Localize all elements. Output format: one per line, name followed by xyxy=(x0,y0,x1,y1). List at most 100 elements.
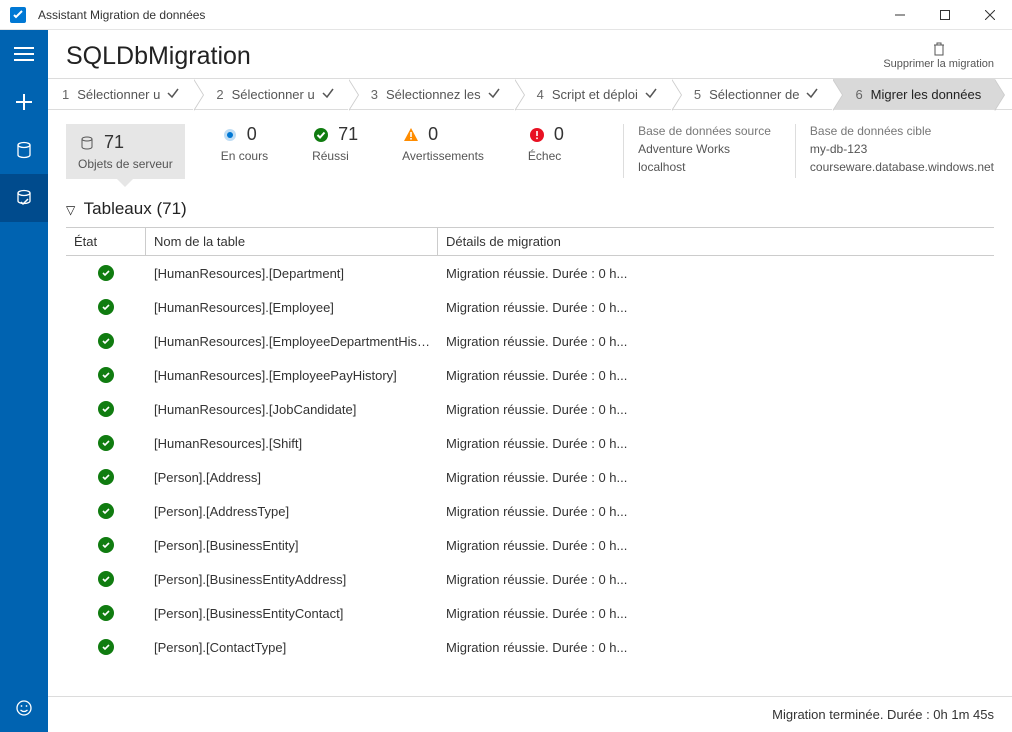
row-migration-detail: Migration réussie. Durée : 0 h... xyxy=(438,402,994,417)
sidebar-migration-button[interactable] xyxy=(0,174,48,222)
table-body[interactable]: [HumanResources].[Department]Migration r… xyxy=(66,256,994,686)
database-info: Base de données source Adventure Works l… xyxy=(623,124,994,178)
table-row[interactable]: [Person].[BusinessEntity]Migration réuss… xyxy=(66,528,994,562)
stat-in-progress[interactable]: 0 En cours xyxy=(221,124,268,163)
success-icon xyxy=(312,126,330,144)
table-row[interactable]: [HumanResources].[Shift]Migration réussi… xyxy=(66,426,994,460)
row-status-success-icon xyxy=(98,401,114,417)
tables-title-text: Tableaux xyxy=(84,199,152,218)
step-1[interactable]: 1Sélectionner u xyxy=(48,79,194,109)
step-4[interactable]: 4 Script et déploi xyxy=(515,79,672,109)
sidebar-menu-button[interactable] xyxy=(0,30,48,78)
plus-icon xyxy=(16,94,32,110)
trash-icon xyxy=(932,42,946,56)
stat-succeeded-value: 71 xyxy=(338,124,358,145)
status-bar: Migration terminée. Durée : 0h 1m 45s xyxy=(48,696,1012,732)
source-db-title: Base de données source xyxy=(638,124,771,138)
stat-server-objects[interactable]: 71 Objets de serveur xyxy=(66,124,185,179)
stat-in-progress-value: 0 xyxy=(247,124,257,145)
row-migration-detail: Migration réussie. Durée : 0 h... xyxy=(438,436,994,451)
row-table-name: [HumanResources].[Department] xyxy=(146,266,438,281)
row-status-success-icon xyxy=(98,571,114,587)
table-row[interactable]: [Person].[ContactType]Migration réussie.… xyxy=(66,630,994,664)
table-row[interactable]: [HumanResources].[EmployeeDepartmentHist… xyxy=(66,324,994,358)
row-status-success-icon xyxy=(98,435,114,451)
app-icon xyxy=(4,1,32,29)
stat-failed-value: 0 xyxy=(554,124,564,145)
row-table-name: [HumanResources].[JobCandidate] xyxy=(146,402,438,417)
titlebar: Assistant Migration de données xyxy=(0,0,1012,30)
error-icon xyxy=(528,126,546,144)
row-migration-detail: Migration réussie. Durée : 0 h... xyxy=(438,334,994,349)
column-header-name[interactable]: Nom de la table xyxy=(146,228,438,255)
row-table-name: [HumanResources].[EmployeeDepartmentHist… xyxy=(146,334,438,349)
app-title: Assistant Migration de données xyxy=(38,8,205,22)
column-header-detail[interactable]: Détails de migration xyxy=(438,228,994,255)
tables-section-title[interactable]: ▽ Tableaux (71) xyxy=(66,199,994,219)
row-migration-detail: Migration réussie. Durée : 0 h... xyxy=(438,368,994,383)
stat-warnings-value: 0 xyxy=(428,124,438,145)
target-db-title: Base de données cible xyxy=(810,124,994,138)
table-row[interactable]: [HumanResources].[JobCandidate]Migration… xyxy=(66,392,994,426)
sidebar xyxy=(0,30,48,732)
tables-count: 71 xyxy=(162,199,181,218)
row-table-name: [Person].[Address] xyxy=(146,470,438,485)
table-row[interactable]: [HumanResources].[Employee]Migration réu… xyxy=(66,290,994,324)
step-2[interactable]: 2Sélectionner u xyxy=(194,79,348,109)
stat-warnings[interactable]: 0 Avertissements xyxy=(402,124,484,163)
migration-status-text: Migration terminée. Durée : 0h 1m 45s xyxy=(772,707,994,722)
table-row[interactable]: [Person].[BusinessEntityAddress]Migratio… xyxy=(66,562,994,596)
step-number: 3 xyxy=(371,87,378,102)
step-label: Sélectionner de xyxy=(709,87,799,102)
row-status-success-icon xyxy=(98,639,114,655)
step-label: Script et déploi xyxy=(552,87,638,102)
window-minimize-button[interactable] xyxy=(877,0,922,30)
step-number: 5 xyxy=(694,87,701,102)
row-migration-detail: Migration réussie. Durée : 0 h... xyxy=(438,504,994,519)
window-close-button[interactable] xyxy=(967,0,1012,30)
warning-icon xyxy=(402,126,420,144)
stat-server-objects-label: Objets de serveur xyxy=(78,157,173,171)
row-status-success-icon xyxy=(98,333,114,349)
table-row[interactable]: [Person].[BusinessEntityContact]Migratio… xyxy=(66,596,994,630)
sidebar-feedback-button[interactable] xyxy=(0,684,48,732)
stat-failed[interactable]: 0 Échec xyxy=(528,124,564,163)
table-row[interactable]: [HumanResources].[EmployeePayHistory]Mig… xyxy=(66,358,994,392)
server-objects-icon xyxy=(78,134,96,152)
source-db-name: Adventure Works xyxy=(638,142,771,156)
step-label: Migrer les données xyxy=(871,87,982,102)
table-row[interactable]: [HumanResources].[Department]Migration r… xyxy=(66,256,994,290)
stat-server-objects-value: 71 xyxy=(104,132,124,153)
row-migration-detail: Migration réussie. Durée : 0 h... xyxy=(438,300,994,315)
stats-row: 71 Objets de serveur 0 En cours xyxy=(48,110,1012,193)
stat-succeeded-label: Réussi xyxy=(312,149,358,163)
step-6[interactable]: 6Migrer les données xyxy=(833,79,995,109)
window-maximize-button[interactable] xyxy=(922,0,967,30)
step-label: Sélectionner u xyxy=(232,87,315,102)
row-status-success-icon xyxy=(98,503,114,519)
step-number: 4 xyxy=(537,87,544,102)
stat-succeeded[interactable]: 71 Réussi xyxy=(312,124,358,163)
column-header-status[interactable]: État xyxy=(66,228,146,255)
row-status-success-icon xyxy=(98,605,114,621)
row-migration-detail: Migration réussie. Durée : 0 h... xyxy=(438,606,994,621)
row-migration-detail: Migration réussie. Durée : 0 h... xyxy=(438,470,994,485)
step-3[interactable]: 3 Sélectionnez les xyxy=(349,79,515,109)
page-title: SQLDbMigration xyxy=(66,42,251,71)
row-table-name: [HumanResources].[EmployeePayHistory] xyxy=(146,368,438,383)
row-migration-detail: Migration réussie. Durée : 0 h... xyxy=(438,266,994,281)
collapse-icon: ▽ xyxy=(66,203,75,217)
table-header: État Nom de la table Détails de migratio… xyxy=(66,227,994,256)
stat-warnings-label: Avertissements xyxy=(402,149,484,163)
step-label: Sélectionner u xyxy=(77,87,160,102)
step-label: Sélectionnez les xyxy=(386,87,481,102)
sidebar-database-button[interactable] xyxy=(0,126,48,174)
table-row[interactable]: [Person].[AddressType]Migration réussie.… xyxy=(66,494,994,528)
row-table-name: [Person].[AddressType] xyxy=(146,504,438,519)
check-icon xyxy=(166,86,180,103)
table-row[interactable]: [Person].[Address]Migration réussie. Dur… xyxy=(66,460,994,494)
step-5[interactable]: 5 Sélectionner de xyxy=(672,79,834,109)
delete-migration-button[interactable]: Supprimer la migration xyxy=(883,42,994,70)
source-db-server: localhost xyxy=(638,160,771,174)
sidebar-new-button[interactable] xyxy=(0,78,48,126)
